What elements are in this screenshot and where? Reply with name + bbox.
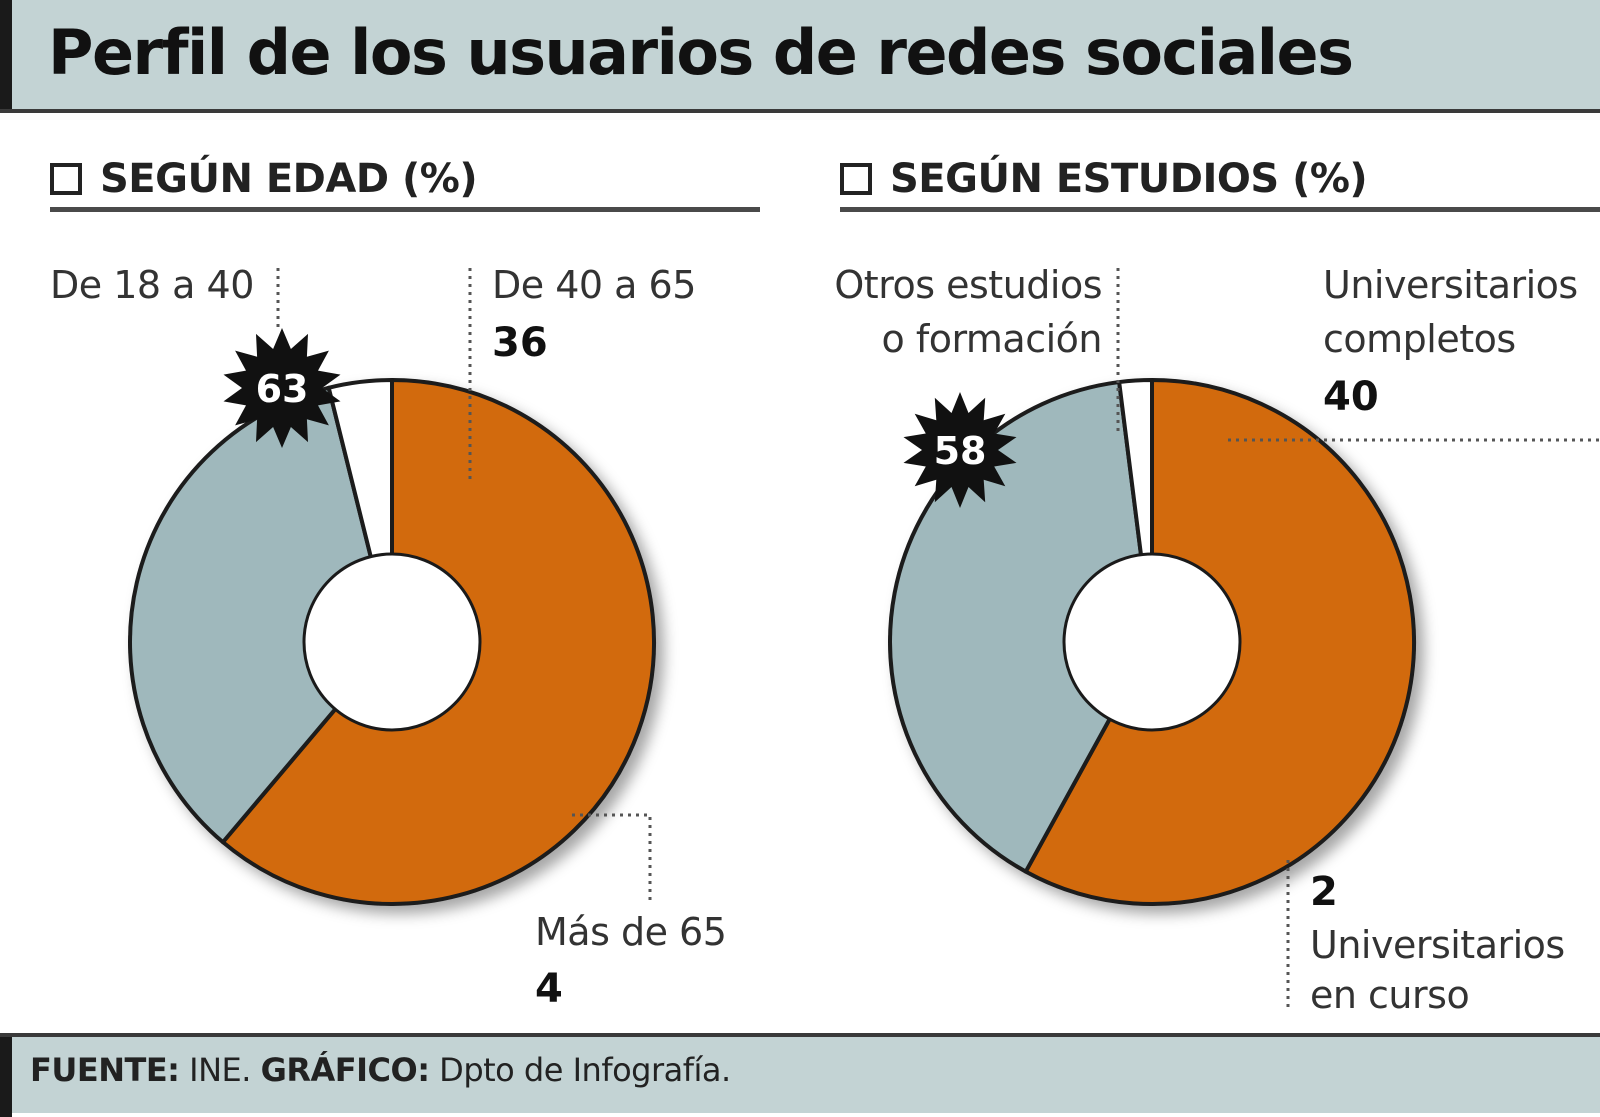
donut-chart-estudios: 58 Otros estudios o formación Universita… xyxy=(834,263,1600,1017)
donut-chart-edad: 63 De 18 a 40 De 40 a 65 36 Más de 65 4 xyxy=(50,263,727,1012)
category-label-line: en curso xyxy=(1310,973,1469,1017)
graphic-value: Dpto de Infografía. xyxy=(439,1051,731,1089)
category-label-line: o formación xyxy=(882,317,1103,361)
donut-hole xyxy=(302,552,482,732)
title-bar: Perfil de los usuarios de redes sociales xyxy=(0,0,1600,113)
value-badge-starburst: 58 xyxy=(903,392,1017,508)
value-badge-starburst: 63 xyxy=(223,328,341,448)
category-label-line: Universitarios xyxy=(1310,923,1565,967)
data-label: 2 xyxy=(1310,869,1338,915)
source-label: FUENTE: xyxy=(30,1051,180,1089)
pie-slice-universitarios-completos xyxy=(888,380,1154,874)
category-label: De 18 a 40 xyxy=(50,263,254,307)
leader-line xyxy=(572,813,652,900)
category-label-line: completos xyxy=(1323,317,1516,361)
title-accent xyxy=(0,0,12,109)
footer-accent xyxy=(0,1037,12,1117)
checkbox-square-icon xyxy=(50,162,82,195)
section-title-edad: SEGÚN EDAD (%) xyxy=(100,155,478,202)
category-label-line: Universitarios xyxy=(1323,263,1578,307)
data-label: 4 xyxy=(535,966,563,1012)
donut-hole xyxy=(1062,552,1242,732)
data-label-major: 63 xyxy=(256,367,309,411)
section-header-estudios: SEGÚN ESTUDIOS (%) xyxy=(840,150,1600,212)
category-label-line: Otros estudios xyxy=(834,263,1102,307)
checkbox-square-icon xyxy=(840,162,872,195)
data-label: 36 xyxy=(492,320,548,366)
data-label: 40 xyxy=(1323,374,1379,420)
section-header-edad: SEGÚN EDAD (%) xyxy=(50,150,760,212)
graphic-label: GRÁFICO: xyxy=(260,1051,430,1089)
data-label-major: 58 xyxy=(934,429,987,473)
section-title-estudios: SEGÚN ESTUDIOS (%) xyxy=(890,155,1368,202)
category-label: De 40 a 65 xyxy=(492,263,696,307)
source-value: INE. xyxy=(189,1051,251,1089)
category-label: Más de 65 xyxy=(535,910,726,954)
footer-credits: FUENTE: INE. GRÁFICO: Dpto de Infografía… xyxy=(30,1051,731,1089)
footer: FUENTE: INE. GRÁFICO: Dpto de Infografía… xyxy=(0,1033,1600,1117)
page-title: Perfil de los usuarios de redes sociales xyxy=(48,16,1354,89)
